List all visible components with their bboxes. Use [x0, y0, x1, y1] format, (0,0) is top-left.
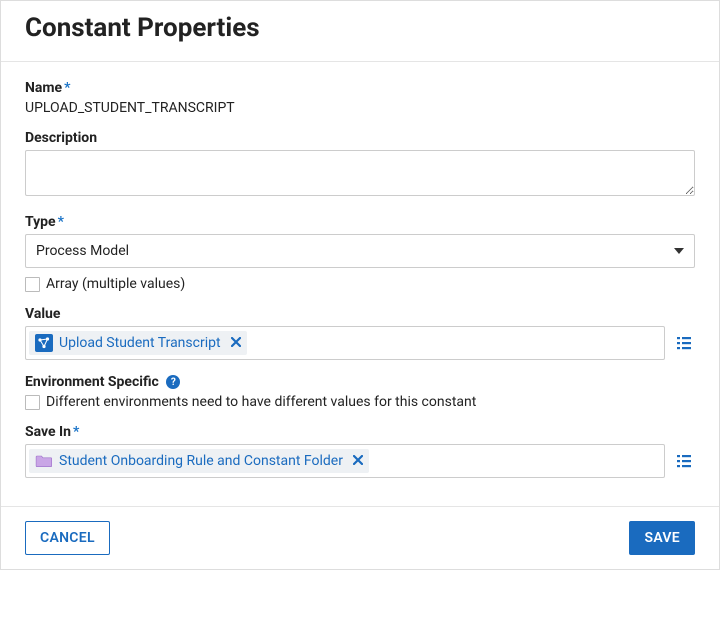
savein-chip: Student Onboarding Rule and Constant Fol…: [29, 449, 369, 473]
value-browse-button[interactable]: [673, 332, 695, 354]
dialog-title: Constant Properties: [25, 13, 695, 43]
savein-picker[interactable]: Student Onboarding Rule and Constant Fol…: [25, 444, 665, 478]
array-checkbox-row[interactable]: Array (multiple values): [25, 276, 695, 292]
cancel-button[interactable]: CANCEL: [25, 521, 110, 555]
array-checkbox[interactable]: [25, 277, 40, 292]
name-value: UPLOAD_STUDENT_TRANSCRIPT: [25, 100, 695, 116]
savein-browse-button[interactable]: [673, 450, 695, 472]
value-picker-row: Upload Student Transcript: [25, 326, 695, 360]
folder-icon: [35, 452, 53, 470]
array-checkbox-label: Array (multiple values): [46, 276, 185, 292]
value-field: Value Upload Student: [25, 306, 695, 360]
savein-chip-remove[interactable]: [353, 453, 363, 469]
env-checkbox-row[interactable]: Different environments need to have diff…: [25, 394, 695, 410]
value-chip-remove[interactable]: [231, 335, 241, 351]
chevron-down-icon: [674, 248, 684, 254]
name-field: Name* UPLOAD_STUDENT_TRANSCRIPT: [25, 80, 695, 116]
savein-chip-label: Student Onboarding Rule and Constant Fol…: [59, 453, 343, 469]
name-label: Name*: [25, 80, 695, 96]
dialog-body: Name* UPLOAD_STUDENT_TRANSCRIPT Descript…: [1, 62, 719, 506]
constant-properties-dialog: Constant Properties Name* UPLOAD_STUDENT…: [0, 0, 720, 570]
dialog-footer: CANCEL SAVE: [1, 506, 719, 569]
savein-label: Save In*: [25, 424, 695, 440]
description-label: Description: [25, 130, 695, 146]
required-mark: *: [58, 214, 64, 230]
required-mark: *: [73, 424, 79, 440]
value-chip: Upload Student Transcript: [29, 331, 247, 355]
value-picker[interactable]: Upload Student Transcript: [25, 326, 665, 360]
type-select[interactable]: Process Model: [25, 234, 695, 268]
savein-field: Save In* Student Onboarding Rule and Con…: [25, 424, 695, 478]
env-checkbox-label: Different environments need to have diff…: [46, 394, 476, 410]
value-chip-label: Upload Student Transcript: [59, 335, 221, 351]
type-label: Type*: [25, 214, 695, 230]
env-checkbox[interactable]: [25, 395, 40, 410]
savein-picker-row: Student Onboarding Rule and Constant Fol…: [25, 444, 695, 478]
type-field: Type* Process Model Array (multiple valu…: [25, 214, 695, 292]
help-icon[interactable]: ?: [166, 375, 180, 389]
description-input[interactable]: [25, 150, 695, 196]
process-model-icon: [35, 334, 53, 352]
type-selected-value: Process Model: [36, 243, 129, 259]
value-label: Value: [25, 306, 695, 322]
description-field: Description: [25, 130, 695, 200]
save-button[interactable]: SAVE: [629, 521, 695, 555]
env-label: Environment Specific ?: [25, 374, 695, 390]
env-field: Environment Specific ? Different environ…: [25, 374, 695, 410]
required-mark: *: [64, 80, 70, 96]
dialog-header: Constant Properties: [1, 1, 719, 62]
